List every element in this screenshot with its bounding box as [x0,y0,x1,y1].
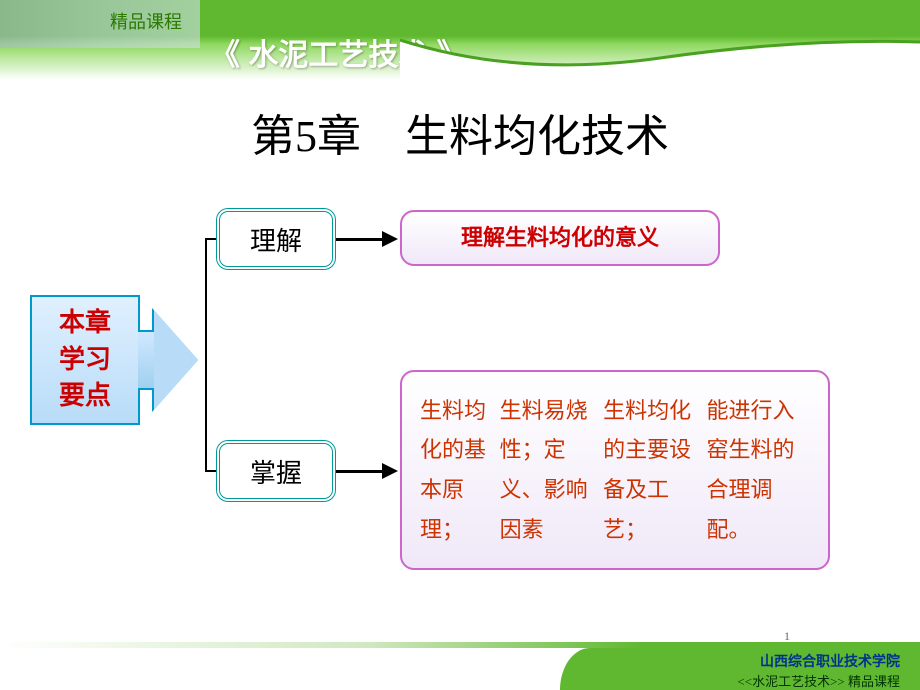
out-master-line-3: 生料均化的主要设备及工艺； [603,391,706,549]
arrow-master-line [336,470,384,473]
mid-master-box: 掌握 [216,440,336,502]
mid-understand-box: 理解 [216,208,336,270]
chapter-title: 第5章 生料均化技术 [0,100,920,164]
root-label: 本章 学习 要点 [59,305,111,414]
footer: 1 山西综合职业技术学院 <<水泥工艺技术>> 精品课程 [0,634,920,690]
header-small-label: 精品课程 [110,8,182,34]
header-bar: 精品课程 《 水泥工艺技术 》 [0,0,920,80]
root-study-points-box: 本章 学习 要点 [30,295,140,425]
arrow-master-head-icon [382,463,398,479]
footer-green-panel: 山西综合职业技术学院 <<水泥工艺技术>> 精品课程 [560,648,920,690]
out-master-line-4: 能进行入窑生料的合理调配。 [707,391,810,549]
out-master-line-2: 生料易烧性；定义、影响因素 [500,391,603,549]
page-number: 1 [784,629,790,644]
arrow-understand-head-icon [382,231,398,247]
out-understand-text: 理解生料均化的意义 [461,218,659,258]
footer-course-label: <<水泥工艺技术>> 精品课程 [600,671,900,690]
header-curve-decoration [400,30,920,80]
arrow-understand-line [336,238,384,241]
big-arrow-head [154,310,198,410]
connector-vsplit [205,238,207,472]
footer-institution: 山西综合职业技术学院 [600,651,900,671]
out-understand-box: 理解生料均化的意义 [400,210,720,266]
mid-master-label: 掌握 [250,453,302,490]
out-master-line-1: 生料均化的基本原理； [420,391,500,549]
out-master-box: 生料均化的基本原理； 生料易烧性；定义、影响因素 生料均化的主要设备及工艺； 能… [400,370,830,570]
mid-understand-label: 理解 [250,221,302,258]
